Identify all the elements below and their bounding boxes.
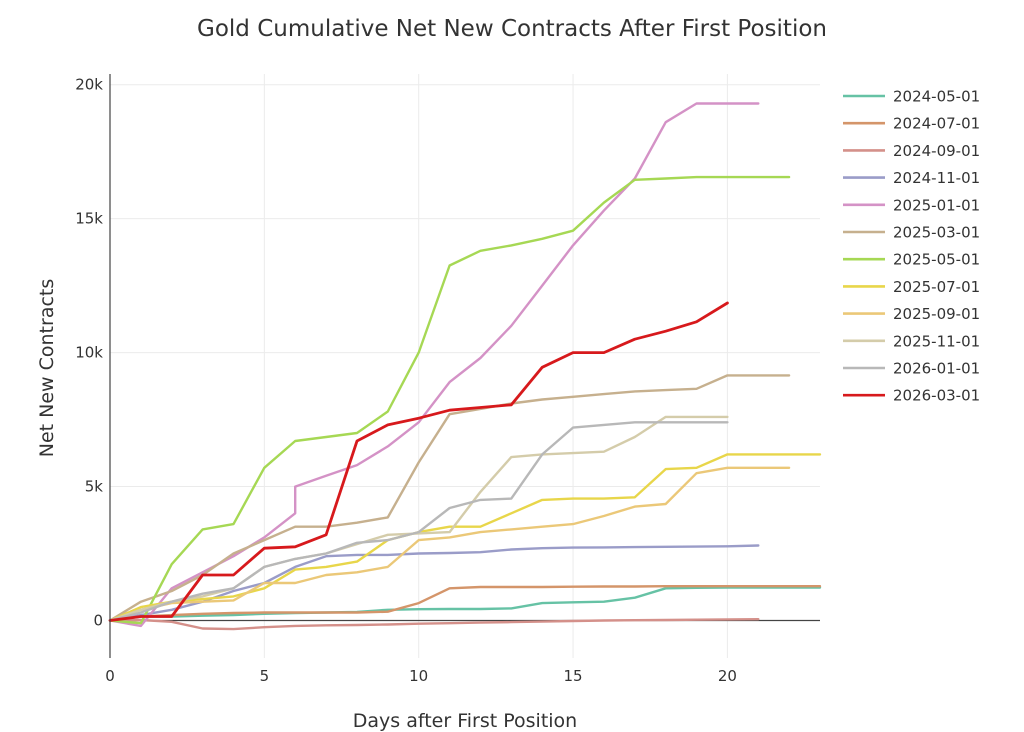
chart-title: Gold Cumulative Net New Contracts After … (197, 16, 827, 42)
x-axis-label: Days after First Position (353, 710, 577, 732)
legend-item-2026-03-01[interactable]: 2026-03-01 (843, 387, 980, 405)
legend-label: 2026-03-01 (893, 387, 980, 405)
y-tick-label: 10k (75, 344, 103, 362)
legend-item-2025-07-01[interactable]: 2025-07-01 (843, 278, 980, 296)
y-tick-label: 15k (75, 210, 103, 228)
legend-label: 2025-05-01 (893, 251, 980, 269)
series-line-2024-11-01 (108, 544, 760, 622)
series-line-2024-09-01 (108, 618, 760, 631)
series-line-2026-03-01 (108, 301, 729, 622)
legend-label: 2025-07-01 (893, 278, 980, 296)
legend-item-2024-07-01[interactable]: 2024-07-01 (843, 115, 980, 133)
x-tick-label: 5 (260, 667, 270, 685)
series-line-2025-11-01 (108, 415, 729, 622)
legend-label: 2025-09-01 (893, 305, 980, 323)
series-line-2026-01-01 (108, 421, 729, 622)
legend-item-2026-01-01[interactable]: 2026-01-01 (843, 360, 980, 378)
series-line-2025-05-01 (108, 175, 791, 625)
legend-label: 2024-05-01 (893, 88, 980, 106)
legend-label: 2025-11-01 (893, 332, 980, 350)
legend-item-2024-11-01[interactable]: 2024-11-01 (843, 169, 980, 187)
legend-item-2025-03-01[interactable]: 2025-03-01 (843, 224, 980, 242)
legend[interactable]: 2024-05-01 2024-07-01 2024-09-01 2024-11-01… (843, 88, 980, 405)
legend-label: 2024-11-01 (893, 169, 980, 187)
x-tick-label: 20 (718, 667, 737, 685)
x-tick-label: 10 (409, 667, 428, 685)
legend-item-2024-05-01[interactable]: 2024-05-01 (843, 88, 980, 106)
y-axis-label: Net New Contracts (36, 279, 58, 458)
y-tick-label: 0 (93, 611, 103, 629)
series-line-2025-09-01 (108, 466, 791, 622)
series-line-2024-05-01 (108, 586, 822, 622)
y-tick-label: 5k (85, 478, 104, 496)
legend-label: 2024-07-01 (893, 115, 980, 133)
x-tick-labels: 0 5 10 15 20 (105, 667, 737, 685)
legend-item-2025-05-01[interactable]: 2025-05-01 (843, 251, 980, 269)
y-tick-labels: 0 5k 10k 15k 20k (75, 76, 103, 630)
x-tick-label: 0 (105, 667, 115, 685)
series-line-2024-07-01 (108, 585, 822, 622)
legend-item-2025-01-01[interactable]: 2025-01-01 (843, 196, 980, 214)
legend-label: 2025-03-01 (893, 224, 980, 242)
x-tick-label: 15 (563, 667, 582, 685)
legend-item-2025-09-01[interactable]: 2025-09-01 (843, 305, 980, 323)
series-line-2025-07-01 (108, 453, 822, 622)
legend-label: 2026-01-01 (893, 360, 980, 378)
legend-item-2025-11-01[interactable]: 2025-11-01 (843, 332, 980, 350)
legend-label: 2024-09-01 (893, 142, 980, 160)
grid-lines (110, 74, 820, 658)
series-line-2025-03-01 (108, 374, 791, 622)
y-tick-label: 20k (75, 76, 103, 94)
series-lines (108, 102, 822, 631)
legend-label: 2025-01-01 (893, 196, 980, 214)
legend-item-2024-09-01[interactable]: 2024-09-01 (843, 142, 980, 160)
